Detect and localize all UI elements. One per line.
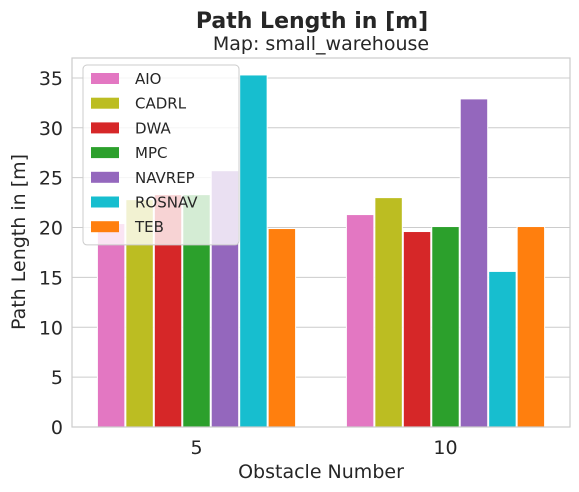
legend-label-rosnav: ROSNAV xyxy=(135,194,198,212)
legend-label-aio: AIO xyxy=(135,70,162,88)
y-tick-labels: 0 5 10 15 20 25 30 35 xyxy=(39,68,63,439)
bar-rosnav-10 xyxy=(488,270,517,428)
chart-title: Path Length in [m] xyxy=(196,9,428,34)
legend-swatch-rosnav xyxy=(91,196,119,208)
legend-swatch-navrep xyxy=(91,171,119,183)
y-tick-label: 35 xyxy=(39,68,63,90)
x-tick-labels: 5 10 xyxy=(190,437,457,459)
legend: AIO CADRL DWA MPC NAVREP ROSNAV TEB xyxy=(82,64,240,246)
x-tick-label: 5 xyxy=(190,437,202,459)
y-axis-label: Path Length in [m] xyxy=(8,154,30,330)
bar-aio-10 xyxy=(345,214,375,428)
legend-label-navrep: NAVREP xyxy=(135,169,195,187)
legend-label-teb: TEB xyxy=(134,218,164,236)
bar-rosnav-5 xyxy=(239,74,268,428)
chart-subtitle: Map: small_warehouse xyxy=(213,33,429,55)
bar-teb-5 xyxy=(267,228,297,428)
y-tick-label: 10 xyxy=(39,317,63,339)
bar-aio-5 xyxy=(96,223,126,428)
y-tick-label: 0 xyxy=(51,417,63,439)
bar-mpc-10 xyxy=(431,226,460,428)
legend-swatch-teb xyxy=(91,221,119,233)
y-tick-label: 20 xyxy=(39,218,63,240)
x-axis-label: Obstacle Number xyxy=(238,461,404,483)
y-tick-label: 30 xyxy=(39,118,63,140)
legend-swatch-cadrl xyxy=(91,97,119,109)
legend-swatch-aio xyxy=(91,73,119,84)
plot-frame xyxy=(71,57,571,428)
legend-swatch-dwa xyxy=(91,122,119,134)
legend-label-mpc: MPC xyxy=(135,144,167,162)
y-tick-label: 5 xyxy=(51,367,63,389)
y-tick-label: 15 xyxy=(39,267,63,289)
legend-label-dwa: DWA xyxy=(135,119,172,137)
bar-dwa-10 xyxy=(402,231,432,428)
legend-box xyxy=(82,64,240,246)
legend-swatch-mpc xyxy=(91,147,119,159)
bar-teb-10 xyxy=(516,226,546,428)
bar-navrep-10 xyxy=(459,98,489,428)
bar-cadrl-10 xyxy=(374,197,403,428)
y-tick-label: 25 xyxy=(39,168,63,190)
legend-label-cadrl: CADRL xyxy=(135,95,187,113)
x-tick-label: 10 xyxy=(433,437,457,459)
